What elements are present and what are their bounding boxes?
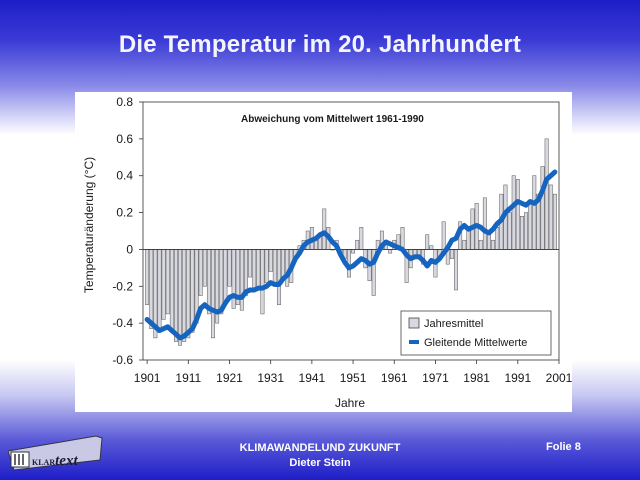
x-tick-label: 1941 — [299, 371, 326, 385]
bar-1992 — [519, 216, 524, 250]
bar-1933 — [276, 249, 281, 305]
bar-1970 — [429, 245, 434, 250]
bar-1927 — [252, 249, 257, 291]
bar-1997 — [540, 166, 545, 250]
footer-center: KLIMAWANDELUND ZUKUNFT Dieter Stein — [190, 441, 450, 471]
bar-1909 — [178, 249, 183, 346]
bar-1906 — [165, 249, 170, 315]
x-tick-label: 1981 — [463, 371, 490, 385]
y-tick-label: 0 — [126, 242, 133, 256]
svg-text:KLARtext: KLARtext — [32, 453, 78, 469]
bar-1930 — [264, 249, 269, 283]
x-tick-label: 2001 — [546, 371, 572, 385]
bar-2000 — [552, 193, 557, 250]
bar-1982 — [478, 239, 483, 250]
bar-1944 — [322, 208, 327, 250]
bar-1990 — [511, 175, 516, 250]
bar-1995 — [532, 175, 537, 250]
bar-1910 — [182, 249, 187, 342]
y-tick-label: 0.8 — [116, 95, 133, 109]
legend-label-moving: Gleitende Mittelwerte — [424, 337, 527, 349]
bar-1993 — [524, 212, 528, 250]
bar-1983 — [482, 197, 487, 250]
bar-1969 — [425, 234, 430, 250]
bar-1907 — [169, 249, 174, 333]
x-tick-label: 1971 — [422, 371, 449, 385]
bar-1960 — [388, 249, 393, 254]
footer-author: Dieter Stein — [289, 457, 351, 469]
bar-1932 — [272, 249, 277, 287]
bar-1985 — [491, 239, 496, 250]
y-axis-title: Temperaturänderung (°C) — [82, 157, 96, 293]
bar-1917 — [211, 249, 215, 339]
chart-figure: Temperaturänderung (°C) Jahre 0.8 0.6 0.4 0… — [75, 92, 572, 412]
legend-line-swatch — [409, 340, 419, 344]
bar-1915 — [202, 249, 207, 287]
chart-legend: Jahresmittel Gleitende Mittelwerte — [400, 310, 552, 356]
bar-1911 — [186, 249, 191, 339]
bar-1934 — [281, 249, 285, 278]
bar-1931 — [268, 249, 273, 272]
bar-1901 — [145, 249, 150, 305]
y-tick-label: -0.2 — [112, 279, 133, 293]
x-tick-label: 1951 — [340, 371, 367, 385]
bar-1905 — [161, 249, 166, 320]
bar-1994 — [528, 203, 533, 250]
bar-1978 — [462, 239, 467, 250]
bar-1904 — [157, 249, 162, 333]
bar-1975 — [449, 249, 454, 259]
bar-1902 — [149, 249, 154, 329]
x-tick-label: 1961 — [381, 371, 408, 385]
moving-average-line — [144, 169, 558, 341]
legend-bar-swatch — [408, 317, 420, 329]
bar-1999 — [548, 184, 553, 250]
bar-1984 — [487, 234, 491, 250]
bar-1929 — [260, 249, 265, 315]
bar-1928 — [256, 249, 261, 291]
x-tick-label: 1931 — [257, 371, 284, 385]
bar-1926 — [248, 249, 253, 278]
x-tick-label: 1991 — [504, 371, 531, 385]
slide-number: Folie 8 — [546, 441, 581, 453]
bar-1998 — [544, 138, 549, 250]
y-tick-label: 0.6 — [116, 132, 133, 146]
bar-1935 — [285, 249, 290, 287]
bar-1989 — [507, 212, 512, 250]
x-tick-label: 1921 — [216, 371, 243, 385]
bar-1924 — [239, 249, 244, 311]
y-tick-label: 0.2 — [116, 206, 133, 220]
bar-1951 — [351, 249, 355, 254]
bar-1991 — [515, 179, 520, 250]
logo-text: text — [55, 453, 78, 469]
legend-frame — [400, 310, 552, 356]
plot-frame — [142, 101, 560, 361]
x-tick-label: 1911 — [175, 371, 201, 385]
y-tick-label: 0.4 — [116, 169, 133, 183]
x-axis-title: Jahre — [335, 396, 365, 410]
slide-title: Die Temperatur im 20. Jahrhundert — [118, 31, 522, 58]
footer-title: KLIMAWANDELUND ZUKUNFT — [239, 442, 401, 454]
bar-1920 — [223, 249, 228, 305]
chart-subtitle: Abweichung vom Mittelwert 1961-1990 — [241, 114, 424, 125]
chart-axes — [139, 101, 560, 364]
x-tick-labels: 1901 1911 1921 1931 1941 1951 1961 1971 1981 1991… — [134, 371, 572, 385]
bar-1922 — [231, 249, 236, 309]
bar-1986 — [495, 227, 500, 250]
bar-1973 — [441, 221, 446, 250]
logo-klar: KLAR — [32, 458, 55, 467]
bar-1976 — [454, 249, 458, 291]
bar-1921 — [227, 249, 232, 287]
y-tick-label: -0.6 — [112, 353, 133, 367]
bar-1908 — [174, 249, 178, 342]
chart-svg: Temperaturänderung (°C) Jahre 0.80.60.40… — [82, 95, 572, 410]
y-tick-label: -0.4 — [112, 316, 133, 330]
legend-label-annual: Jahresmittel — [424, 318, 483, 330]
bar-1963 — [400, 227, 405, 250]
bar-1914 — [198, 249, 203, 296]
klartext-logo: KLARtext — [8, 435, 103, 471]
x-tick-label: 1901 — [134, 371, 161, 385]
bar-1952 — [355, 239, 360, 250]
bar-1953 — [359, 227, 364, 250]
y-tick-labels: 0.8 0.6 0.4 0.2 0 -0.2 -0.4 -0.6 — [112, 95, 133, 367]
